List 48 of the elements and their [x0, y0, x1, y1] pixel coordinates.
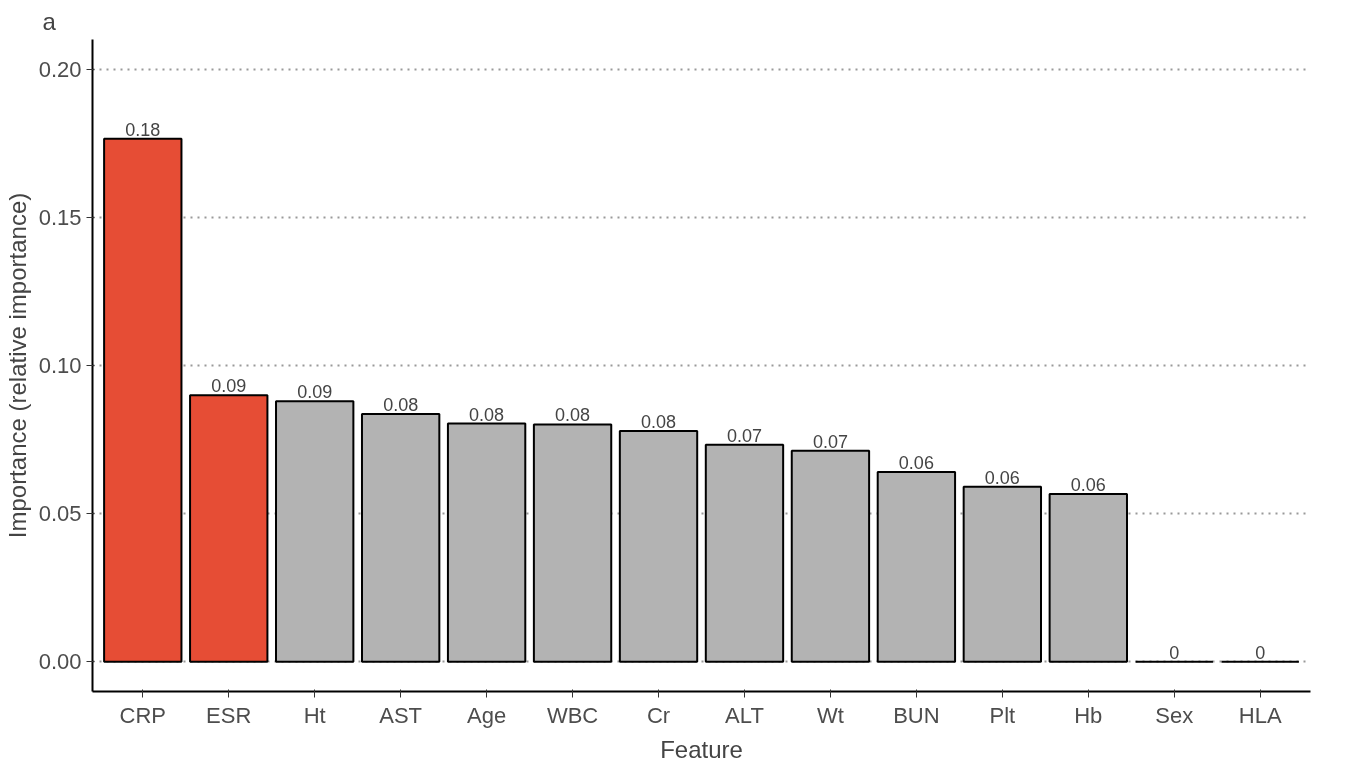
bar	[790, 449, 871, 663]
bar	[189, 394, 269, 663]
x-axis-title: Feature	[660, 735, 743, 763]
bar	[360, 413, 441, 663]
y-tick-label: 0.20	[38, 56, 82, 82]
bar	[275, 400, 355, 663]
x-tick-label: Hb	[1074, 702, 1103, 728]
x-tick-label: Ht	[303, 702, 326, 728]
y-tick-label: 0.15	[38, 204, 82, 230]
x-tick-label: BUN	[893, 702, 940, 728]
data-label: 0.18	[125, 119, 161, 140]
bar	[532, 423, 613, 663]
y-axis-title: Importance (relative importance)	[3, 192, 31, 539]
data-label: 0.06	[984, 467, 1020, 488]
y-tick-label: 0.00	[38, 649, 82, 675]
x-tick-label: Wt	[817, 702, 844, 728]
x-tick-label: WBC	[546, 702, 599, 728]
data-label: 0	[1169, 642, 1180, 663]
bar	[618, 430, 699, 663]
data-label: 0.08	[641, 412, 677, 432]
data-label: 0.08	[469, 404, 505, 425]
data-label: 0.08	[555, 405, 591, 426]
x-tick-label: Plt	[989, 702, 1016, 728]
data-label: 0.09	[211, 376, 247, 397]
y-tick-label: 0.10	[38, 353, 82, 378]
bar	[704, 443, 785, 663]
bar	[876, 470, 957, 663]
data-label: 0.09	[297, 382, 333, 403]
data-label: 0	[1255, 642, 1266, 663]
bar	[446, 422, 527, 663]
x-tick-label: HLA	[1238, 702, 1282, 728]
data-label: 0.07	[812, 431, 848, 452]
chart-title: a	[42, 7, 57, 35]
x-tick-label: Age	[467, 702, 507, 728]
data-label: 0.06	[898, 452, 934, 473]
y-tick-label: 0.05	[38, 501, 82, 527]
x-tick-label: Cr	[646, 702, 671, 728]
bar	[1048, 493, 1128, 663]
x-tick-label: ALT	[725, 702, 764, 728]
x-tick-label: ESR	[206, 702, 252, 728]
bar	[103, 137, 183, 663]
x-tick-label: CRP	[119, 702, 167, 728]
data-label: 0.08	[383, 395, 419, 416]
data-label: 0.06	[1070, 475, 1106, 496]
x-tick-label: AST	[379, 702, 423, 728]
bar	[962, 485, 1043, 663]
data-label: 0.07	[726, 425, 763, 446]
x-tick-label: Sex	[1155, 702, 1194, 728]
